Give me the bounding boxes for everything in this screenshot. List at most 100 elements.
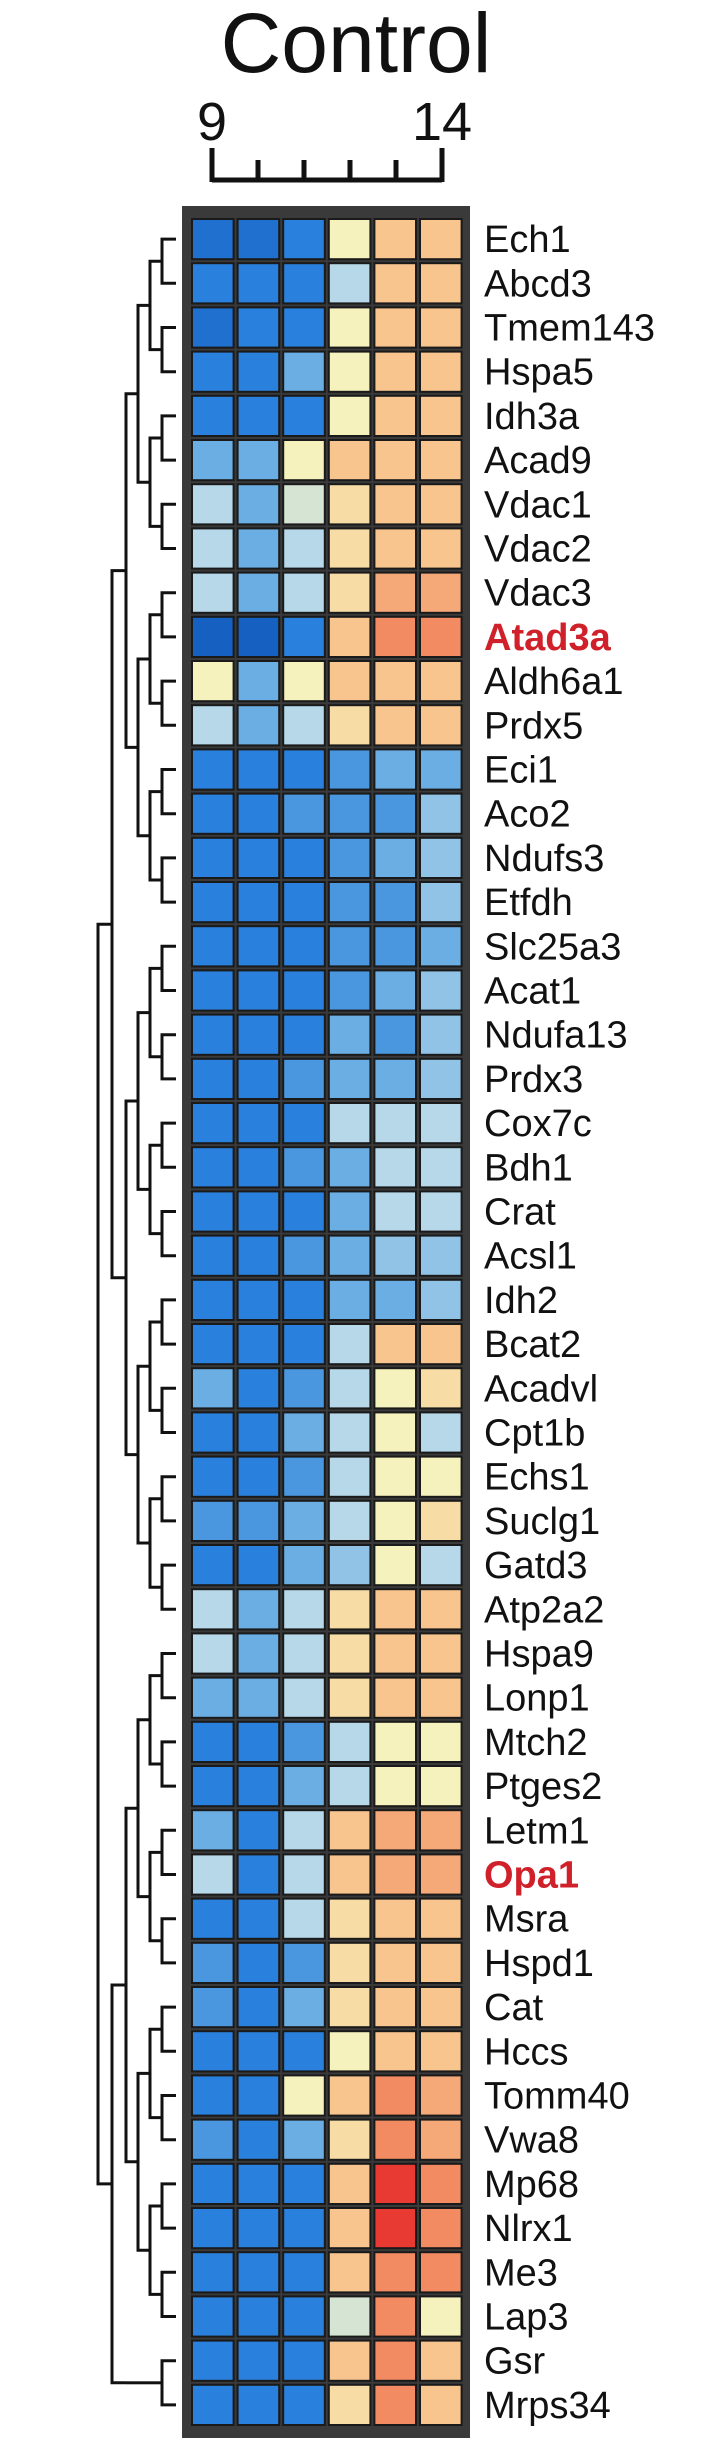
dendrogram-branch bbox=[148, 2204, 162, 2296]
heatmap-cell bbox=[191, 2162, 235, 2206]
heatmap-cell bbox=[419, 439, 463, 482]
heatmap-cell bbox=[282, 571, 326, 614]
heatmap-cell bbox=[282, 2383, 326, 2427]
heatmap-cell bbox=[419, 1190, 463, 1233]
heatmap-cell bbox=[282, 1809, 326, 1852]
dendrogram-branch bbox=[160, 1298, 176, 1346]
dendrogram-branch bbox=[148, 790, 162, 882]
row-label: Me3 bbox=[484, 2252, 558, 2294]
row-label: Hccs bbox=[484, 2031, 568, 2073]
dendrogram-branch bbox=[136, 657, 150, 838]
dendrogram-branch bbox=[148, 2027, 162, 2120]
heatmap-cell bbox=[191, 1455, 235, 1498]
heatmap-cell bbox=[419, 704, 463, 747]
row-label: Abcd3 bbox=[484, 263, 592, 305]
heatmap-cell bbox=[191, 881, 235, 924]
heatmap-cell bbox=[419, 1411, 463, 1454]
heatmap-cell bbox=[373, 1499, 417, 1543]
heatmap-cell bbox=[191, 1190, 235, 1233]
heatmap-cell bbox=[236, 1676, 281, 1719]
heatmap-cell bbox=[191, 660, 235, 703]
heatmap-cell bbox=[191, 2383, 235, 2427]
heatmap-cell bbox=[191, 1765, 235, 1808]
heatmap-cell bbox=[327, 2030, 372, 2073]
heatmap-cells bbox=[191, 218, 463, 2427]
heatmap-cell bbox=[327, 660, 372, 703]
dendrogram-branch bbox=[160, 502, 176, 550]
dendrogram-branch bbox=[160, 2182, 176, 2230]
heatmap-cell bbox=[373, 1632, 417, 1675]
dendrogram-branch bbox=[160, 414, 176, 462]
heatmap-cell bbox=[282, 527, 326, 570]
heatmap-cell bbox=[419, 2207, 463, 2250]
dendrogram-branch bbox=[160, 1917, 176, 1965]
heatmap-cell bbox=[419, 1367, 463, 1410]
heatmap-cell bbox=[282, 1632, 326, 1675]
heatmap-cell bbox=[327, 1544, 372, 1587]
dendrogram-branch bbox=[160, 591, 176, 639]
heatmap-cell bbox=[419, 1986, 463, 2029]
heatmap-cell bbox=[327, 1986, 372, 2029]
row-label: Atad3a bbox=[484, 617, 612, 659]
heatmap-cell bbox=[327, 1809, 372, 1852]
heatmap-cell bbox=[327, 262, 372, 305]
heatmap-cell bbox=[373, 1102, 417, 1145]
heatmap-cell bbox=[191, 1057, 235, 1101]
heatmap-cell bbox=[327, 836, 372, 879]
heatmap-cell bbox=[419, 306, 463, 349]
heatmap-cell bbox=[419, 483, 463, 526]
heatmap-cell bbox=[327, 2295, 372, 2338]
dendrogram-branch bbox=[160, 2005, 176, 2053]
heatmap-cell bbox=[282, 969, 326, 1012]
heatmap-cell bbox=[327, 1897, 372, 1940]
heatmap-cell bbox=[236, 2162, 281, 2206]
dendrogram-branch bbox=[160, 2359, 176, 2407]
dendrogram-branch bbox=[160, 768, 176, 816]
row-label: Idh3a bbox=[484, 396, 580, 438]
heatmap-cell bbox=[373, 1809, 417, 1852]
heatmap-cell bbox=[236, 306, 281, 349]
heatmap-cell bbox=[419, 1809, 463, 1852]
heatmap-cell bbox=[373, 527, 417, 570]
heatmap-cell bbox=[236, 748, 281, 791]
heatmap-cell bbox=[191, 1102, 235, 1145]
dendrogram-branch bbox=[148, 1320, 162, 1412]
heatmap-cell bbox=[236, 1897, 281, 1940]
row-labels: Ech1Abcd3Tmem143Hspa5Idh3aAcad9Vdac1Vdac… bbox=[484, 219, 655, 2427]
heatmap-cell bbox=[282, 394, 326, 437]
row-label: Mtch2 bbox=[484, 1722, 587, 1764]
heatmap-cell bbox=[373, 439, 417, 482]
heatmap-cell bbox=[327, 1765, 372, 1808]
heatmap-cell bbox=[236, 1853, 281, 1896]
heatmap-cell bbox=[373, 1411, 417, 1454]
dendrogram-branch bbox=[148, 1497, 162, 1589]
heatmap-cell bbox=[282, 350, 326, 393]
heatmap-cell bbox=[373, 1013, 417, 1056]
heatmap-cell bbox=[236, 704, 281, 747]
heatmap-cell bbox=[327, 1013, 372, 1056]
heatmap-cell bbox=[327, 350, 372, 393]
heatmap-cell bbox=[282, 836, 326, 879]
dendrogram-branch bbox=[160, 944, 176, 992]
heatmap-cell bbox=[191, 748, 235, 791]
row-label: Msra bbox=[484, 1899, 569, 1941]
dendrogram-branch bbox=[160, 1740, 176, 1788]
row-label: Suclg1 bbox=[484, 1501, 600, 1543]
heatmap-cell bbox=[191, 1632, 235, 1675]
row-label: Ptges2 bbox=[484, 1766, 602, 1808]
row-label: Mrps34 bbox=[484, 2385, 611, 2427]
heatmap-cell bbox=[282, 615, 326, 658]
heatmap-cell bbox=[236, 2339, 281, 2382]
heatmap-cell bbox=[419, 262, 463, 305]
heatmap-cell bbox=[191, 2295, 235, 2338]
heatmap-cell bbox=[419, 1323, 463, 1366]
heatmap-cell bbox=[373, 1367, 417, 1410]
heatmap-cell bbox=[191, 1544, 235, 1587]
heatmap-cell bbox=[191, 394, 235, 437]
row-label: Crat bbox=[484, 1192, 556, 1234]
heatmap-cell bbox=[191, 1588, 235, 1631]
heatmap-cell bbox=[373, 1278, 417, 1322]
row-label: Idh2 bbox=[484, 1280, 558, 1322]
heatmap-cell bbox=[282, 1676, 326, 1719]
heatmap-cell bbox=[191, 792, 235, 835]
